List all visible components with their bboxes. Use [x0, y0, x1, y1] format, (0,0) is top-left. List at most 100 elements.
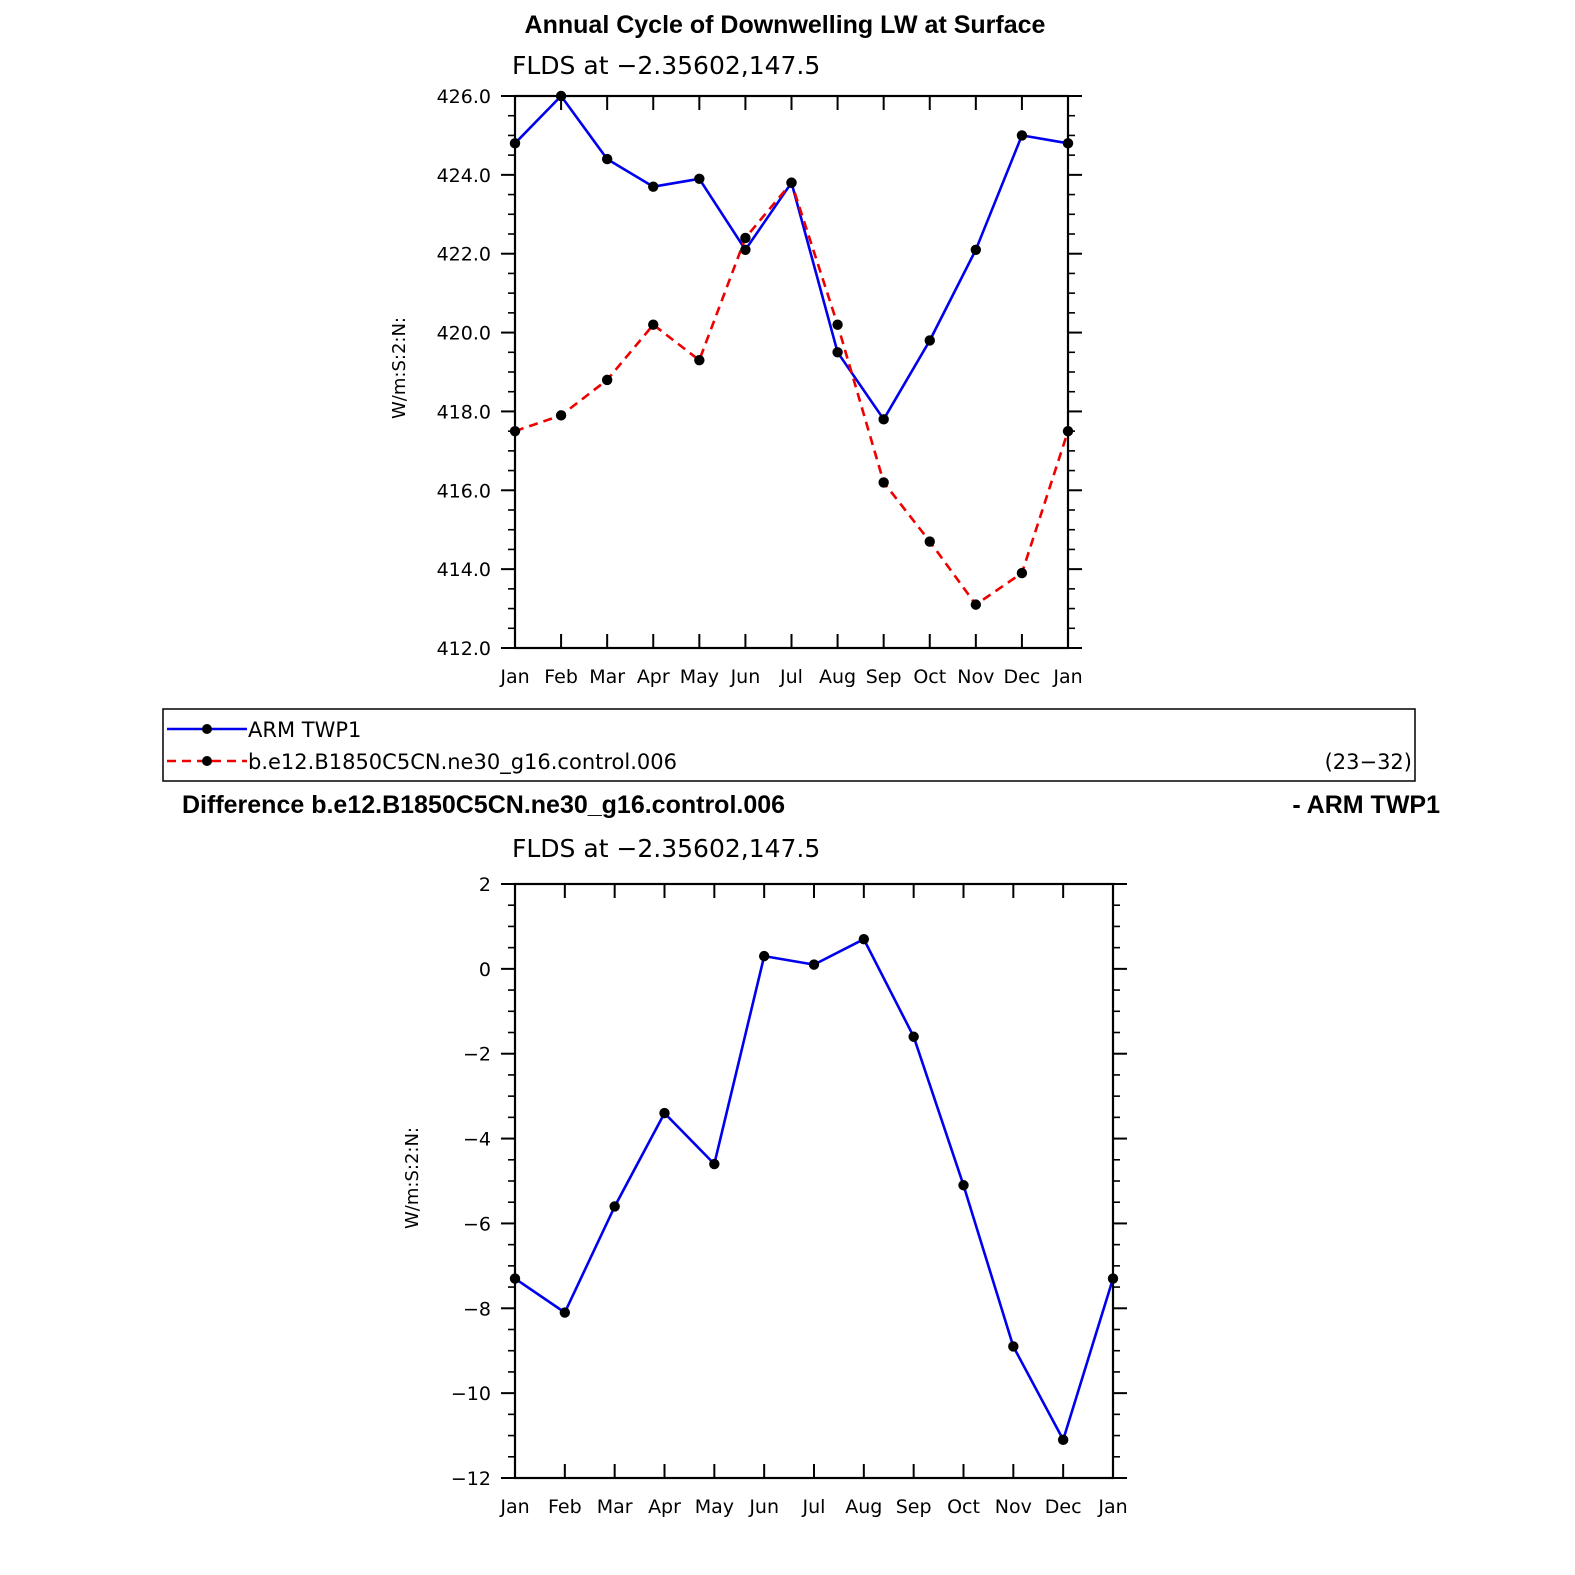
y-tick-label: −10 — [451, 1383, 491, 1405]
series-1-point — [758, 950, 770, 962]
x-tick-label: Jun — [748, 1496, 779, 1518]
x-tick-label: Jan — [1097, 1496, 1127, 1518]
x-tick-label: Aug — [845, 1496, 882, 1518]
chart-2-title-left: Difference b.e12.B1850C5CN.ne30_g16.cont… — [182, 791, 785, 819]
x-tick-label: Jan — [499, 666, 529, 688]
y-tick-label: 414.0 — [437, 559, 491, 581]
series-1-point — [832, 347, 843, 358]
x-tick-label: Nov — [995, 1496, 1032, 1518]
x-tick-label: May — [680, 666, 719, 688]
series-line-1 — [514, 937, 1115, 1442]
series-line-2 — [514, 181, 1070, 606]
chart-2-subtitle: FLDS at −2.35602,147.5 — [512, 834, 820, 863]
y-tick-label: −6 — [463, 1213, 491, 1235]
x-tick-label: Mar — [597, 1496, 633, 1518]
x-tick-label: Apr — [648, 1496, 681, 1518]
x-tick-label: Sep — [896, 1496, 932, 1518]
series-1-point — [648, 181, 659, 192]
chart-1-ylabel: W/m:S:2:N: — [389, 317, 410, 419]
series-1-point — [924, 335, 935, 346]
series-2-point — [740, 232, 751, 244]
series-2-point — [648, 319, 659, 330]
legend-box — [162, 708, 1416, 782]
series-2-point — [878, 477, 889, 488]
series-1-point — [740, 244, 751, 255]
series-1-point — [1008, 1341, 1019, 1352]
legend-marker-series-1 — [202, 724, 212, 734]
y-tick-label: 418.0 — [437, 401, 491, 423]
y-tick-label: 422.0 — [437, 244, 491, 266]
chart-1-subtitle: FLDS at −2.35602,147.5 — [512, 51, 820, 80]
y-tick-label: 424.0 — [437, 165, 491, 187]
x-tick-label: Oct — [913, 666, 946, 688]
y-tick-label: 420.0 — [437, 323, 491, 345]
chart-2-title-right: - ARM TWP1 — [1292, 791, 1440, 819]
series-2-point — [1016, 567, 1028, 579]
x-tick-label: Oct — [947, 1496, 980, 1518]
x-tick-label: Dec — [1004, 666, 1041, 688]
series-1-point — [601, 153, 613, 165]
chart-2-ylabel: W/m:S:2:N: — [402, 1127, 423, 1229]
x-tick-label: Jul — [802, 1496, 826, 1518]
series-1-point — [1016, 130, 1028, 141]
y-tick-label: 412.0 — [437, 638, 491, 660]
x-tick-label: Feb — [548, 1496, 582, 1518]
series-2-point — [970, 599, 982, 610]
series-1-point — [808, 959, 820, 970]
series-2-point — [601, 374, 613, 386]
y-tick-label: −8 — [463, 1298, 491, 1320]
y-tick-label: 0 — [479, 959, 491, 981]
series-1-point — [709, 1158, 720, 1170]
legend-marker-series-2 — [202, 756, 212, 766]
x-tick-label: Jul — [779, 666, 803, 688]
legend-label-series-2: b.e12.B1850C5CN.ne30_g16.control.006 — [248, 750, 677, 775]
legend-label-series-1: ARM TWP1 — [248, 718, 361, 742]
x-tick-label: Nov — [957, 666, 994, 688]
legend: ARM TWP1 b.e12.B1850C5CN.ne30_g16.contro… — [162, 708, 1416, 782]
series-1-point — [509, 138, 521, 149]
plot-frame — [513, 882, 1115, 1480]
x-tick-label: Feb — [544, 666, 578, 688]
x-tick-label: May — [695, 1496, 734, 1518]
series-1-point — [858, 933, 870, 945]
series-2-point — [786, 177, 797, 188]
x-tick-label: Apr — [637, 666, 670, 688]
chart-2-plot: Jan Feb Mar Apr May Jun Jul Aug Sep Oct Nov Dec Jan−… — [451, 874, 1128, 1518]
x-tick-label: Mar — [589, 666, 625, 688]
series-line-1 — [514, 94, 1069, 421]
x-tick-label: Jan — [1052, 666, 1082, 688]
series-2-point — [1062, 425, 1074, 437]
series-1-point — [559, 1307, 571, 1318]
series-1-point — [970, 244, 982, 255]
series-1-point — [958, 1180, 969, 1191]
y-tick-label: −2 — [463, 1044, 491, 1066]
series-2-point — [509, 425, 521, 437]
series-1-point — [509, 1273, 521, 1284]
series-1-point — [609, 1201, 620, 1212]
series-1-point — [908, 1031, 919, 1042]
x-tick-label: Aug — [819, 666, 856, 688]
y-tick-label: −4 — [463, 1129, 491, 1151]
series-2-point — [555, 410, 567, 421]
chart-1-title: Annual Cycle of Downwelling LW at Surfac… — [525, 11, 1046, 39]
series-2-point — [694, 354, 705, 366]
x-tick-label: Jan — [499, 1496, 529, 1518]
series-1-point — [555, 90, 567, 102]
series-1-point — [659, 1107, 670, 1119]
series-2-point — [924, 536, 935, 547]
series-1-point — [694, 173, 705, 184]
x-tick-label: Jun — [730, 666, 761, 688]
chart-1-plot: Jan Feb Mar Apr May Jun Jul Aug Sep Oct Nov Dec Jan 4… — [437, 86, 1083, 688]
legend-note: (23−32) — [1325, 750, 1412, 774]
x-tick-label: Dec — [1045, 1496, 1082, 1518]
series-1-point — [1107, 1273, 1119, 1284]
series-1-point — [1057, 1434, 1069, 1446]
x-tick-label: Sep — [866, 666, 902, 688]
y-tick-label: −12 — [451, 1468, 491, 1490]
series-2-point — [832, 319, 843, 330]
y-tick-label: 2 — [479, 874, 491, 896]
y-tick-label: 416.0 — [437, 480, 491, 502]
series-1-point — [878, 414, 889, 425]
series-1-point — [1062, 138, 1074, 149]
